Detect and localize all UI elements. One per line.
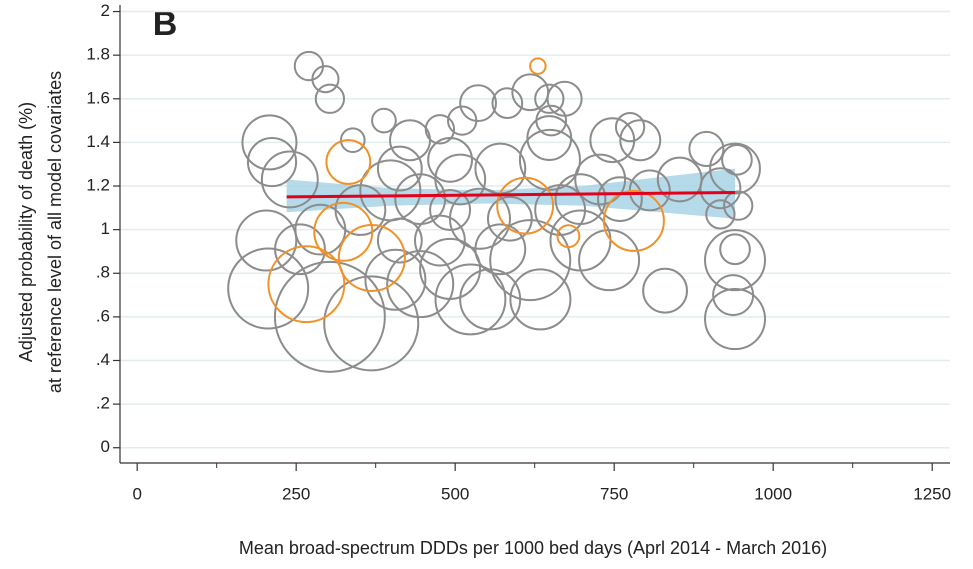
- x-tick-label: 250: [282, 484, 310, 503]
- bubble: [642, 267, 688, 314]
- bubble: [574, 153, 627, 206]
- bubble: [474, 223, 527, 276]
- bubble: [371, 107, 397, 134]
- bubble: [486, 195, 533, 242]
- y-tick-label: 1.8: [86, 45, 110, 64]
- bubble: [246, 136, 298, 188]
- bubble: [313, 201, 374, 262]
- bubble: [434, 263, 507, 336]
- bubble: [389, 119, 432, 162]
- bubble: [602, 189, 665, 252]
- y-tick-label: .8: [96, 263, 110, 282]
- bubble: [434, 153, 487, 206]
- bubble: [267, 245, 346, 324]
- bubble: [556, 224, 581, 249]
- bubble: [235, 209, 298, 272]
- bubble: [386, 250, 455, 319]
- bubble: [509, 268, 572, 331]
- bubble: [712, 274, 755, 317]
- bubble: [448, 187, 511, 250]
- bubble: [459, 268, 522, 331]
- x-tick-label: 750: [600, 484, 628, 503]
- bubble: [337, 223, 406, 293]
- bubble: [596, 176, 643, 223]
- bubble: [534, 184, 587, 236]
- panel-label: B: [153, 5, 178, 43]
- bubble: [274, 223, 326, 276]
- x-tick-label: 0: [132, 484, 141, 503]
- bubble: [311, 65, 340, 94]
- bubble: [339, 127, 366, 154]
- bubble: [614, 111, 646, 143]
- bubble: [427, 136, 474, 183]
- y-axis-label: Adjusted probability of death (%): [16, 102, 36, 362]
- bubble: [376, 145, 423, 192]
- bubble: [459, 84, 497, 123]
- bubble: [489, 219, 572, 302]
- bubble: [293, 50, 325, 82]
- bubble: [376, 217, 423, 264]
- bubble: [656, 156, 703, 203]
- bubble: [723, 190, 754, 221]
- bubble: [419, 237, 482, 300]
- bubble: [704, 229, 767, 292]
- y-tick-label: 1.2: [86, 176, 110, 195]
- bubble: [619, 119, 662, 162]
- x-tick-label: 500: [441, 484, 469, 503]
- bubble: [518, 128, 581, 191]
- y-tick-label: .2: [96, 394, 110, 413]
- y-tick-label: .6: [96, 306, 110, 325]
- bubble: [721, 144, 753, 176]
- bubble: [364, 248, 427, 311]
- bubble: [534, 83, 565, 114]
- bubble: [241, 114, 298, 171]
- bubble: [227, 247, 310, 330]
- bubble: [688, 130, 725, 167]
- bubble: [704, 288, 767, 351]
- bubble: [325, 139, 372, 185]
- bubble: [705, 199, 736, 230]
- x-tick-label: 1250: [913, 484, 951, 503]
- bubble: [526, 115, 573, 161]
- y-tick-label: .4: [96, 350, 110, 369]
- x-tick-label: 1000: [754, 484, 792, 503]
- bubble: [719, 233, 751, 266]
- bubble: [491, 87, 524, 119]
- fit-line: [286, 191, 736, 199]
- bubble: [334, 184, 387, 236]
- y-tick-label: 1: [101, 219, 110, 238]
- bubble: [424, 114, 456, 145]
- x-axis-label: Mean broad-spectrum DDDs per 1000 bed da…: [239, 538, 827, 558]
- bubble: [549, 209, 612, 272]
- bubble: [323, 275, 420, 372]
- y-axis-label: at reference level of all model covariat…: [45, 71, 65, 393]
- bubble: [429, 189, 472, 232]
- bubble: [260, 150, 319, 209]
- bubble: [273, 260, 386, 373]
- y-tick-label: 2: [101, 1, 110, 20]
- bubble: [529, 57, 547, 75]
- bubble: [314, 83, 346, 114]
- y-tick-label: 1.4: [86, 132, 110, 151]
- bubble: [496, 176, 555, 235]
- y-tick-label: 1.6: [86, 88, 110, 107]
- y-tick-label: 0: [101, 437, 110, 456]
